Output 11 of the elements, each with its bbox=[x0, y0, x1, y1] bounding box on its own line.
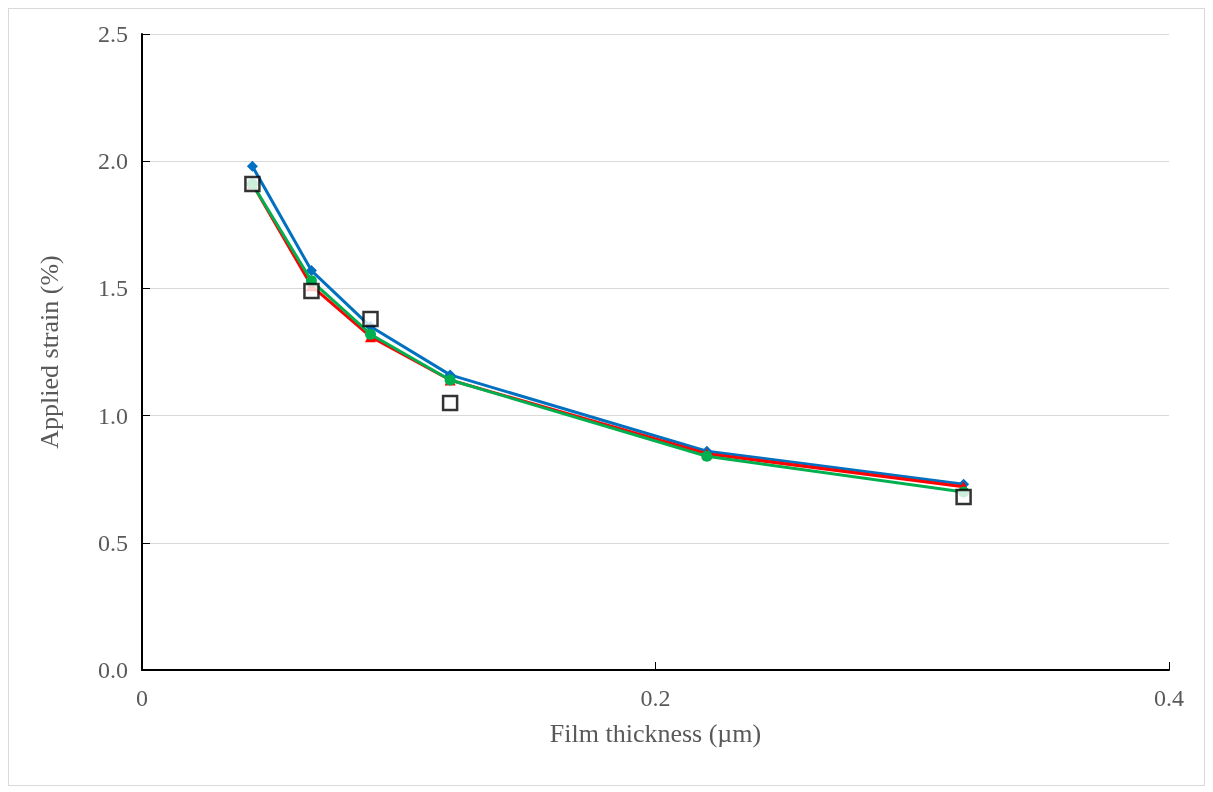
y-tick-label: 0.5 bbox=[98, 529, 128, 556]
y-axis-title: Applied strain (%) bbox=[34, 255, 64, 449]
y-tick-label: 1.5 bbox=[98, 275, 128, 302]
x-tick-label: 0.4 bbox=[1154, 685, 1184, 711]
y-tick-label: 0.0 bbox=[98, 657, 128, 683]
y-tick-label: 2.5 bbox=[98, 21, 128, 47]
x-axis-title: Film thickness (µm) bbox=[549, 718, 762, 748]
x-tick-label: 0 bbox=[136, 685, 148, 711]
y-tick-label: 2.0 bbox=[98, 148, 128, 175]
x-tick-label: 0.2 bbox=[640, 685, 671, 711]
y-tick-label: 1.0 bbox=[98, 402, 128, 429]
